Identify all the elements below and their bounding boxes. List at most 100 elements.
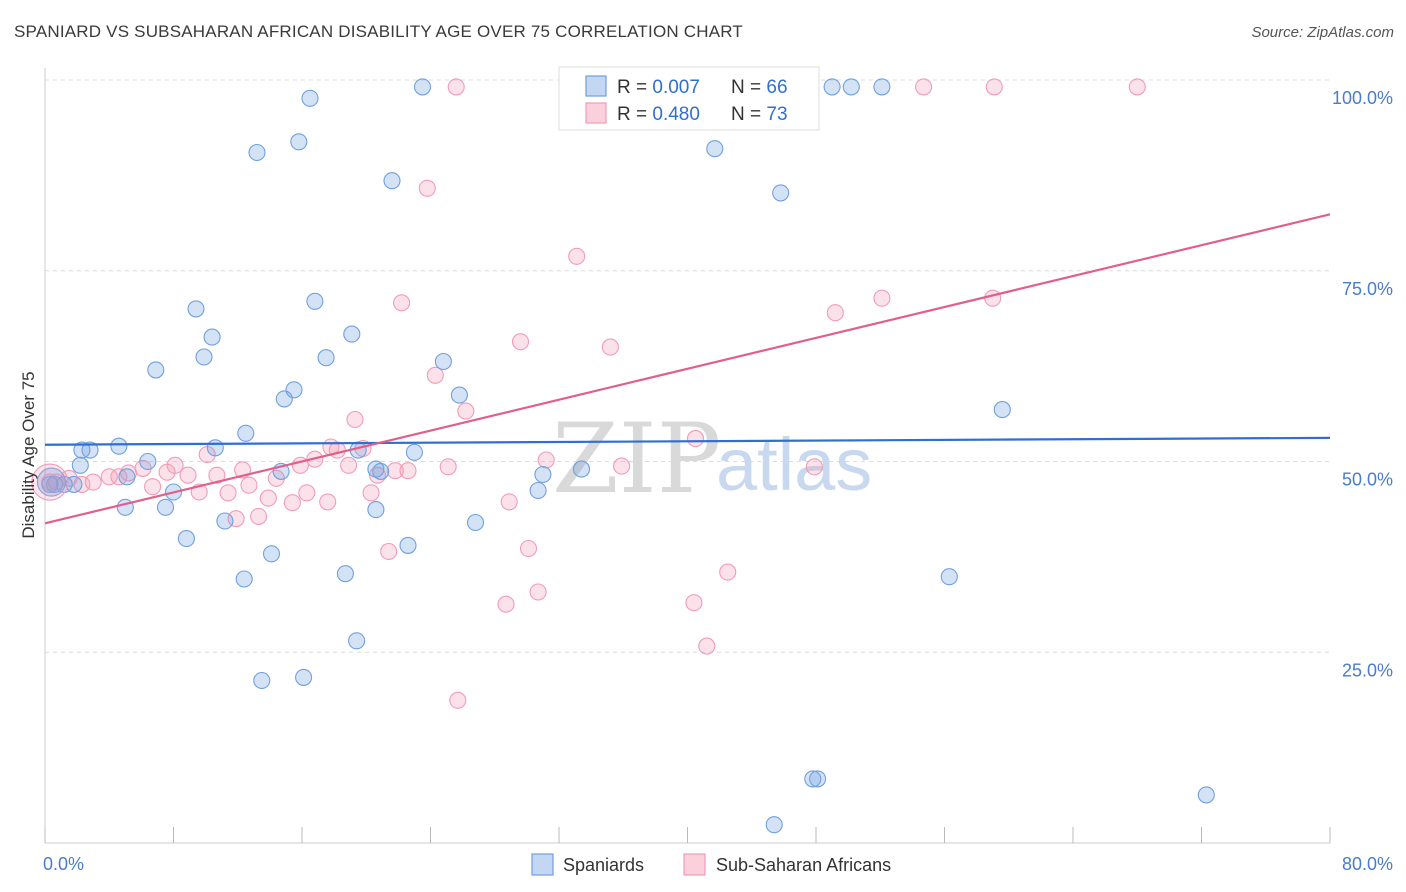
subsaharan-point-41 bbox=[439, 458, 457, 476]
spaniard-point-43 bbox=[413, 78, 432, 96]
spaniard-point-45 bbox=[450, 386, 468, 404]
spaniard-point-1 bbox=[46, 475, 64, 493]
subsaharan-point-49 bbox=[529, 583, 547, 601]
subsaharan-point-20 bbox=[250, 507, 268, 525]
spaniard-cluster-point bbox=[36, 467, 66, 497]
subsaharan-point-60 bbox=[826, 304, 844, 322]
trend-line-subsaharan-africans bbox=[44, 213, 1331, 525]
spaniard-point-0 bbox=[41, 475, 59, 493]
legend-r-value-1: 0.007 bbox=[652, 77, 700, 98]
spaniard-point-3 bbox=[65, 475, 83, 493]
axes bbox=[44, 68, 1331, 844]
legend-n-label-1: N = bbox=[731, 77, 766, 98]
subsaharan-point-46 bbox=[500, 493, 518, 511]
subsaharan-point-45 bbox=[497, 595, 515, 613]
spaniard-point-8 bbox=[118, 468, 136, 486]
subsaharan-point-33 bbox=[362, 484, 380, 502]
subsaharan-point-39 bbox=[418, 179, 436, 197]
legend-swatch-subsaharan bbox=[585, 102, 607, 124]
legend-n-row-2: N = 73 bbox=[731, 104, 788, 125]
legend-n-value-2: 73 bbox=[766, 104, 787, 125]
subsaharan-point-25 bbox=[298, 484, 316, 502]
subsaharan-point-53 bbox=[601, 338, 619, 356]
spaniard-point-33 bbox=[336, 565, 354, 583]
spaniard-point-60 bbox=[1197, 786, 1215, 804]
spaniard-point-18 bbox=[203, 328, 221, 346]
legend-n-label-2: N = bbox=[731, 104, 766, 125]
subsaharan-point-37 bbox=[393, 294, 411, 312]
spaniard-point-13 bbox=[177, 530, 195, 548]
legend-r-value-2: 0.480 bbox=[652, 104, 700, 125]
bottom-legend-swatch-spaniards bbox=[531, 853, 554, 876]
legend-r-label-2: R = bbox=[617, 104, 652, 125]
series-spaniards bbox=[41, 78, 1215, 834]
spaniard-point-19 bbox=[216, 512, 234, 530]
subsaharan-point-17 bbox=[227, 510, 245, 528]
spaniard-point-6 bbox=[73, 441, 91, 459]
spaniard-point-4 bbox=[71, 456, 89, 474]
y-tick-label-2: 75.0% bbox=[1342, 279, 1393, 299]
spaniard-point-20 bbox=[235, 570, 253, 588]
subsaharan-point-9 bbox=[144, 478, 162, 496]
spaniard-point-17 bbox=[206, 439, 224, 457]
spaniard-point-44 bbox=[434, 352, 452, 371]
spaniard-point-15 bbox=[187, 300, 205, 318]
spaniard-point-48 bbox=[534, 465, 552, 484]
y-tick-label-0: 25.0% bbox=[1342, 660, 1393, 680]
subsaharan-point-30 bbox=[340, 456, 358, 474]
spaniard-point-14 bbox=[147, 361, 165, 379]
x-tick-label-0: 0.0% bbox=[43, 854, 84, 874]
spaniard-point-41 bbox=[399, 536, 417, 554]
subsaharan-point-43 bbox=[449, 691, 467, 709]
spaniard-point-27 bbox=[285, 381, 303, 399]
y-tick-label-1: 50.0% bbox=[1342, 470, 1393, 490]
legend-swatch-spaniards bbox=[585, 75, 607, 97]
subsaharan-point-35 bbox=[380, 542, 398, 561]
spaniard-point-31 bbox=[306, 292, 324, 310]
y-tick-labels: 25.0% 50.0% 75.0% 100.0% bbox=[1332, 88, 1393, 680]
legend-r-label-1: R = bbox=[617, 77, 652, 98]
trend-lines bbox=[44, 213, 1331, 525]
x-tick-labels: 0.0% 80.0% bbox=[43, 854, 1393, 874]
watermark-atlas: atlas bbox=[716, 423, 872, 506]
subsaharan-point-21 bbox=[259, 489, 277, 507]
subsaharan-point-38 bbox=[399, 462, 417, 480]
spaniard-point-32 bbox=[317, 349, 335, 367]
spaniard-point-34 bbox=[343, 325, 361, 343]
spaniard-point-54 bbox=[809, 770, 827, 788]
subsaharan-point-52 bbox=[568, 247, 586, 265]
spaniard-point-16 bbox=[195, 348, 213, 366]
subsaharan-point-29 bbox=[328, 441, 346, 459]
trend-line-spaniards bbox=[44, 436, 1331, 446]
spaniard-point-40 bbox=[383, 172, 401, 190]
subsaharan-point-42 bbox=[447, 78, 465, 96]
spaniard-point-42 bbox=[405, 443, 423, 461]
spaniard-point-46 bbox=[466, 513, 485, 532]
legend-n-value-1: 66 bbox=[766, 77, 787, 98]
spaniard-point-21 bbox=[237, 424, 255, 442]
spaniard-point-39 bbox=[372, 462, 390, 480]
y-axis-title: Disability Age Over 75 bbox=[19, 371, 38, 538]
subsaharan-point-48 bbox=[519, 539, 538, 558]
subsaharan-point-56 bbox=[686, 430, 705, 448]
subsaharan-point-55 bbox=[685, 594, 703, 612]
subsaharan-point-54 bbox=[613, 457, 631, 475]
subsaharan-point-65 bbox=[1128, 78, 1146, 96]
bottom-legend-swatch-subsaharan bbox=[683, 853, 706, 876]
series-layer bbox=[31, 78, 1215, 834]
subsaharan-point-62 bbox=[915, 78, 933, 96]
spaniard-point-55 bbox=[823, 78, 841, 96]
spaniard-point-51 bbox=[765, 816, 783, 834]
subsaharan-point-59 bbox=[805, 458, 823, 476]
spaniard-point-23 bbox=[253, 671, 271, 690]
watermark: ZIP atlas bbox=[552, 403, 872, 515]
subsaharan-point-61 bbox=[873, 289, 891, 307]
subsaharan-point-40 bbox=[426, 366, 444, 384]
y-tick-label-3: 100.0% bbox=[1332, 88, 1393, 108]
grid-lines bbox=[45, 79, 1330, 653]
x-tick-label-1: 80.0% bbox=[1342, 854, 1393, 874]
subsaharan-point-23 bbox=[283, 494, 301, 512]
spaniard-point-57 bbox=[873, 78, 891, 96]
spaniard-point-53 bbox=[804, 770, 822, 788]
